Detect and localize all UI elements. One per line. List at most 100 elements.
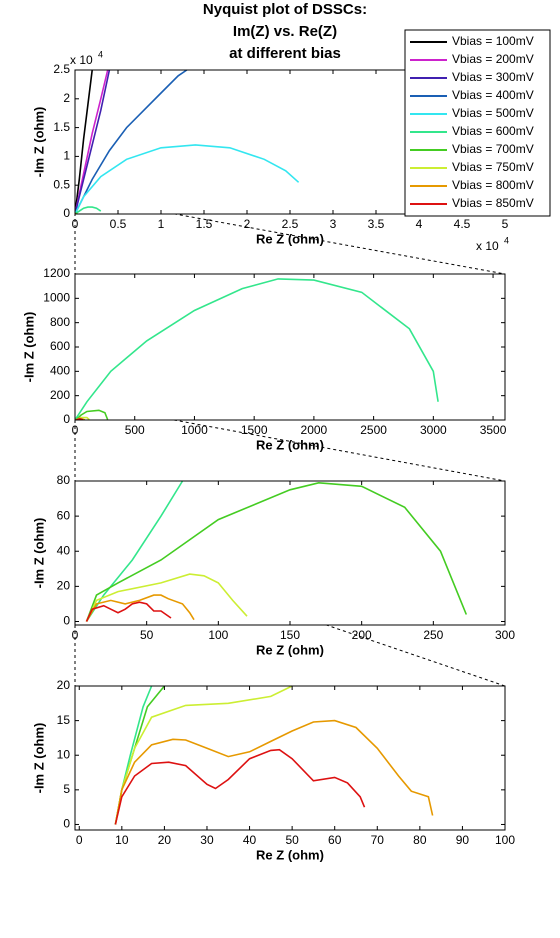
series-line [114,748,366,825]
x-tick-label: 1000 [181,423,208,437]
legend-label: Vbias = 700mV [452,142,534,156]
y-tick-label: 400 [50,364,70,378]
series-line [75,144,300,214]
y-tick-label: 40 [57,543,71,557]
series-line [75,206,102,214]
legend-label: Vbias = 300mV [452,70,534,84]
x-tick-label: 4.5 [454,217,471,231]
y-tick-label: 0.5 [53,177,70,191]
y-multiplier: x 10 [70,53,93,67]
y-tick-label: 800 [50,315,70,329]
y-axis-label: -Im Z (ohm) [31,518,46,589]
x-tick-label: 40 [243,833,257,847]
legend-label: Vbias = 750mV [452,160,534,174]
series-line [75,278,439,420]
x-tick-label: 150 [280,628,300,642]
y-tick-label: 600 [50,339,70,353]
x-tick-label: 300 [495,628,515,642]
x-axis-label: Re Z (ohm) [256,642,324,657]
legend-label: Vbias = 500mV [452,106,534,120]
y-tick-label: 0 [63,206,70,220]
y-tick-label: 20 [57,678,71,692]
x-tick-label: 2500 [360,423,387,437]
legend: Vbias = 100mV Vbias = 200mV Vbias = 300mV V… [404,29,551,217]
x-tick-label: 3500 [480,423,507,437]
x-tick-label: 250 [423,628,443,642]
y-tick-label: 0 [63,817,70,831]
x-multiplier: x 10 [476,239,499,253]
legend-label: Vbias = 850mV [452,196,534,210]
y-tick-label: 1000 [43,291,70,305]
x-tick-label: 30 [200,833,214,847]
plot-area [75,274,505,420]
series-line [85,573,248,622]
x-tick-label: 1.5 [196,217,213,231]
x-tick-label: 500 [125,423,145,437]
axes-frame [74,685,506,831]
chart-title: Nyquist plot of DSSCs: [203,1,367,18]
x-tick-label: 100 [495,833,515,847]
x-tick-label: 1 [158,217,165,231]
y-axis-label: -Im Z (ohm) [31,723,46,794]
x-tick-label: 2.5 [282,217,299,231]
x-axis-label: Re Z (ohm) [256,231,324,246]
y-tick-label: 5 [63,782,70,796]
x-tick-label: 80 [413,833,427,847]
plot-area [75,481,505,625]
chart-title: at different bias [229,45,341,62]
y-tick-label: 80 [57,473,71,487]
y-tick-label: 15 [57,713,71,727]
x-tick-label: 5 [502,217,509,231]
y-tick-label: 1200 [43,266,70,280]
y-tick-label: 200 [50,388,70,402]
x-tick-label: 90 [456,833,470,847]
x-tick-label: 0 [76,833,83,847]
x-axis-label: Re Z (ohm) [256,437,324,452]
y-tick-label: 1.5 [53,120,70,134]
series-line [85,481,468,622]
y-axis-label: -Im Z (ohm) [21,312,36,383]
x-tick-label: 0.5 [110,217,127,231]
y-tick-label: 20 [57,579,71,593]
y-multiplier-exp: 4 [98,49,103,59]
series-line [85,601,172,622]
series-line [75,69,93,214]
series-line [75,69,188,214]
legend-label: Vbias = 100mV [452,34,534,48]
y-tick-label: 1 [63,149,70,163]
legend-label: Vbias = 400mV [452,88,534,102]
series-line [75,69,109,214]
x-axis-label: Re Z (ohm) [256,847,324,862]
y-tick-label: 2 [63,91,70,105]
y-tick-label: 2.5 [53,62,70,76]
x-tick-label: 2000 [301,423,328,437]
x-tick-label: 0 [72,628,79,642]
series-line [75,69,111,214]
x-tick-label: 70 [371,833,385,847]
x-tick-label: 0 [72,423,79,437]
x-tick-label: 1500 [241,423,268,437]
x-tick-label: 3.5 [368,217,385,231]
chart-title: Im(Z) vs. Re(Z) [233,23,337,40]
x-tick-label: 60 [328,833,342,847]
series-line [114,719,434,825]
x-tick-label: 200 [352,628,372,642]
y-tick-label: 0 [63,412,70,426]
x-tick-label: 50 [285,833,299,847]
legend-label: Vbias = 600mV [452,124,534,138]
y-tick-label: 10 [57,747,71,761]
x-multiplier-exp: 4 [504,235,509,245]
x-tick-label: 2 [244,217,251,231]
x-tick-label: 3000 [420,423,447,437]
legend-label: Vbias = 800mV [452,178,534,192]
legend-label: Vbias = 200mV [452,52,534,66]
y-tick-label: 60 [57,508,71,522]
x-tick-label: 50 [140,628,154,642]
y-axis-label: -Im Z (ohm) [31,107,46,178]
series-line [75,409,109,420]
x-tick-label: 4 [416,217,423,231]
series-line [85,594,195,622]
series-line [114,685,293,825]
